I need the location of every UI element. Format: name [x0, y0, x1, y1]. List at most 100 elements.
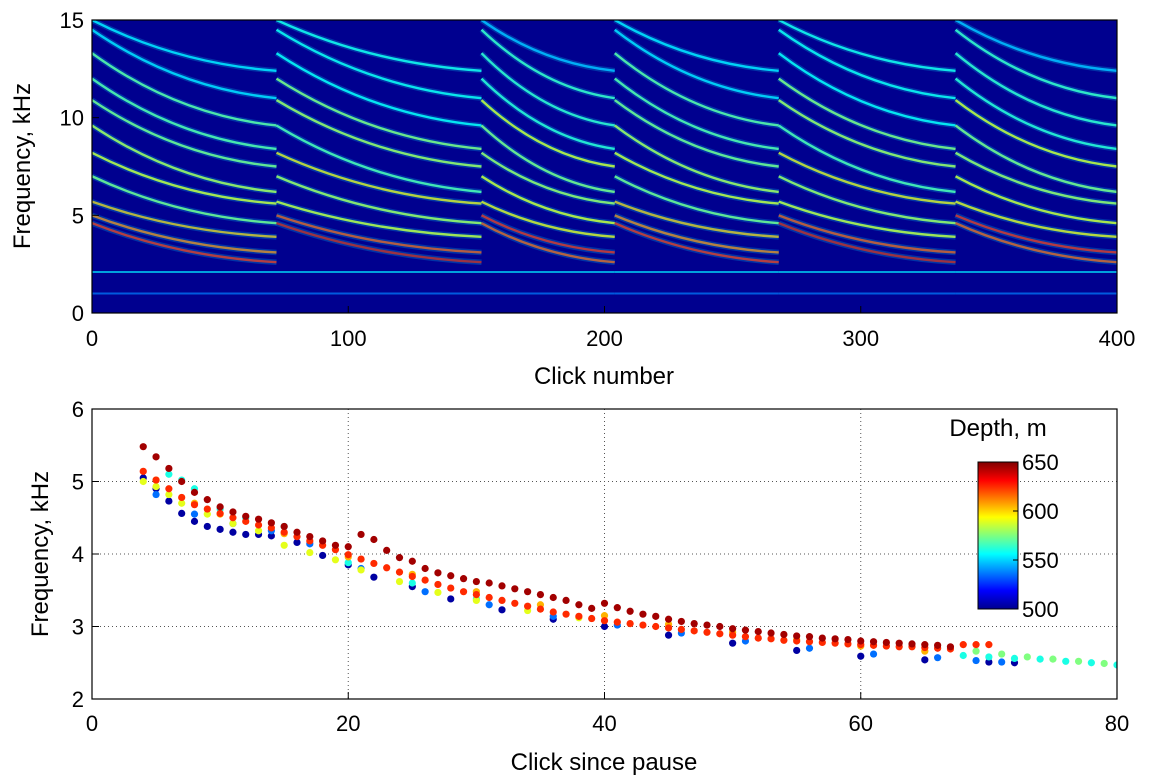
spectrogram-band [480, 200, 615, 239]
data-point [639, 610, 647, 618]
data-point [985, 641, 993, 649]
data-point [242, 512, 250, 520]
data-point [203, 496, 211, 504]
spectrogram-band-halo [275, 20, 482, 74]
spectrogram-band [480, 77, 615, 151]
data-point [370, 573, 378, 581]
spectrogram-band-halo [275, 27, 482, 101]
data-point [1100, 659, 1108, 668]
data-point [216, 525, 224, 533]
data-point [652, 622, 660, 631]
data-point [152, 476, 160, 484]
data-point [741, 633, 750, 641]
spectrogram-band [480, 52, 615, 127]
data-point [1010, 654, 1019, 663]
data-point [178, 493, 186, 502]
spectrogram-band [778, 124, 956, 194]
data-point [190, 501, 199, 509]
data-point [934, 641, 942, 649]
spectrogram-band [92, 99, 277, 168]
spectrogram-band-halo [479, 51, 616, 129]
spectrogram-band [480, 151, 615, 205]
data-point [729, 631, 737, 639]
spectrogram-band [778, 52, 956, 127]
spectrogram-y-tick-label: 15 [60, 8, 84, 33]
data-point [754, 627, 762, 636]
data-point [306, 548, 314, 557]
data-point [447, 572, 455, 580]
spectrogram-segment [92, 20, 277, 295]
data-point [447, 595, 455, 603]
spectrogram-band [92, 28, 277, 100]
data-point [472, 596, 480, 605]
spectrogram-band-halo [613, 173, 779, 226]
data-point [780, 636, 788, 644]
data-point [178, 499, 186, 507]
spectrogram-band [614, 200, 779, 239]
spectrogram-band [480, 222, 615, 264]
spectrogram-band [92, 52, 277, 127]
spectrogram-band-halo [777, 150, 956, 207]
spectrogram-band-halo [954, 199, 1117, 240]
spectrogram-band [778, 200, 956, 239]
spectrogram-band [480, 175, 615, 225]
colorbar-tick-label: 500 [1022, 597, 1059, 622]
data-point [805, 633, 814, 641]
data-point [139, 477, 147, 486]
data-point [1062, 657, 1070, 665]
data-point [319, 551, 327, 560]
spectrogram-ticks: 0 100 200 300 400 0 5 10 15 [60, 8, 1136, 351]
data-point [152, 482, 160, 491]
data-point [882, 638, 890, 647]
spectrogram-band [955, 214, 1117, 254]
data-point [921, 656, 929, 664]
spectrogram-segment [479, 20, 616, 295]
data-point [370, 559, 378, 568]
spectrogram-x-tick-label: 100 [330, 326, 367, 351]
data-point [421, 564, 429, 573]
data-point [152, 453, 160, 461]
data-point [383, 564, 391, 572]
spectrogram-band-halo [777, 20, 956, 74]
data-point [190, 510, 199, 518]
data-point [1036, 655, 1044, 663]
spectrogram-band-halo [777, 51, 956, 129]
data-point [331, 556, 340, 564]
spectrogram-band-halo [92, 76, 277, 152]
depth-series [972, 647, 1108, 668]
data-point [869, 650, 878, 658]
data-point [536, 591, 545, 599]
spectrogram-band [480, 28, 615, 100]
scatter-y-tick-label: 5 [72, 470, 84, 495]
data-point [703, 628, 711, 636]
spectrogram-band [614, 20, 779, 72]
spectrogram-band [954, 28, 1117, 100]
scatter-x-axis-label: Click since pause [511, 749, 698, 776]
spectrogram-band-halo [92, 27, 277, 101]
spectrogram-band [778, 214, 956, 254]
spectrogram-band [778, 99, 956, 168]
spectrogram-band [614, 214, 779, 254]
spectrogram-y-tick-label: 10 [60, 106, 84, 131]
data-point [254, 515, 263, 523]
data-point [959, 641, 967, 649]
data-point [575, 612, 583, 620]
spectrogram-band-halo [953, 97, 1117, 170]
spectrogram-x-axis-label: Click number [534, 363, 674, 390]
spectrogram-band [276, 175, 482, 225]
spectrogram-band [954, 175, 1117, 225]
spectrogram-band-halo [613, 27, 780, 101]
spectrogram-band [954, 77, 1117, 151]
data-point [152, 490, 160, 499]
spectrogram-band-halo [613, 123, 780, 195]
data-point [344, 543, 352, 551]
data-point [408, 579, 416, 587]
data-point [1113, 661, 1117, 669]
spectrogram-band [614, 151, 779, 205]
spectrogram-band-halo [479, 123, 616, 195]
data-point [613, 618, 621, 626]
data-point [357, 530, 365, 539]
spectrogram-band-halo [777, 173, 956, 226]
data-point [562, 596, 570, 605]
data-point [998, 650, 1006, 658]
